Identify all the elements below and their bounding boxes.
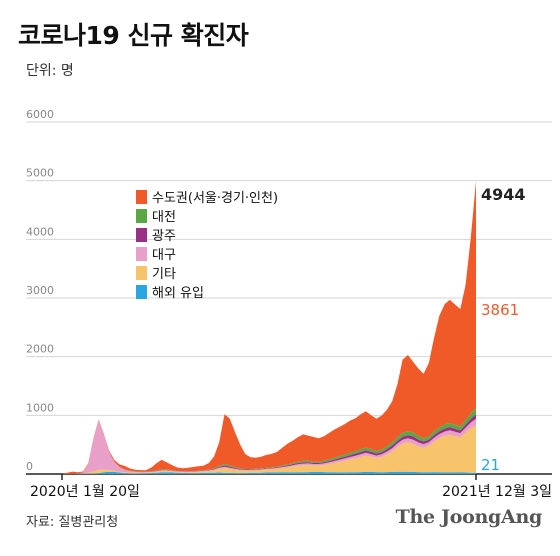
y-tick-label-6000: 6000 xyxy=(26,108,54,121)
chart-title: 코로나19 신규 확진자 xyxy=(18,21,249,50)
y-tick-label-1000: 1000 xyxy=(26,401,54,414)
legend-swatch-5 xyxy=(136,285,147,299)
area-series-5 xyxy=(62,181,476,474)
end-value-label-0: 4944 xyxy=(481,185,526,204)
brand-logo: The JoongAng xyxy=(395,506,543,528)
area-series-1 xyxy=(62,425,476,474)
y-tick-label-2000: 2000 xyxy=(26,343,54,356)
unit-label: 단위: 명 xyxy=(26,63,74,79)
legend-swatch-1 xyxy=(136,209,147,223)
legend-swatch-4 xyxy=(136,266,147,280)
legend-label-5: 해외 유입 xyxy=(152,286,204,301)
source-label: 자료: 질병관리청 xyxy=(26,515,119,530)
x-tick-label-start: 2020년 1월 20일 xyxy=(30,484,140,500)
legend-label-2: 광주 xyxy=(152,229,176,244)
legend-label-0: 수도권(서울·경기·인천) xyxy=(152,191,278,206)
legend-label-4: 기타 xyxy=(152,267,176,282)
y-tick-label-0: 0 xyxy=(26,460,33,473)
end-value-label-1: 3861 xyxy=(481,301,519,319)
end-value-label-2: 21 xyxy=(481,456,500,474)
legend-swatch-0 xyxy=(136,190,147,204)
y-tick-label-4000: 4000 xyxy=(26,225,54,238)
area-series-0 xyxy=(62,471,476,474)
y-tick-label-5000: 5000 xyxy=(26,167,54,180)
legend-swatch-2 xyxy=(136,228,147,242)
legend-label-1: 대전 xyxy=(152,210,176,225)
area-series-2 xyxy=(62,418,476,474)
legend-label-3: 대구 xyxy=(152,248,176,263)
stacked-area-chart: 0 1000 2000 3000 4000 5000 6000 2020년 1월 20일 202… xyxy=(26,108,552,500)
x-tick-label-end: 2021년 12월 3일 xyxy=(442,484,552,500)
legend-swatch-3 xyxy=(136,247,147,261)
y-tick-label-3000: 3000 xyxy=(26,284,54,297)
